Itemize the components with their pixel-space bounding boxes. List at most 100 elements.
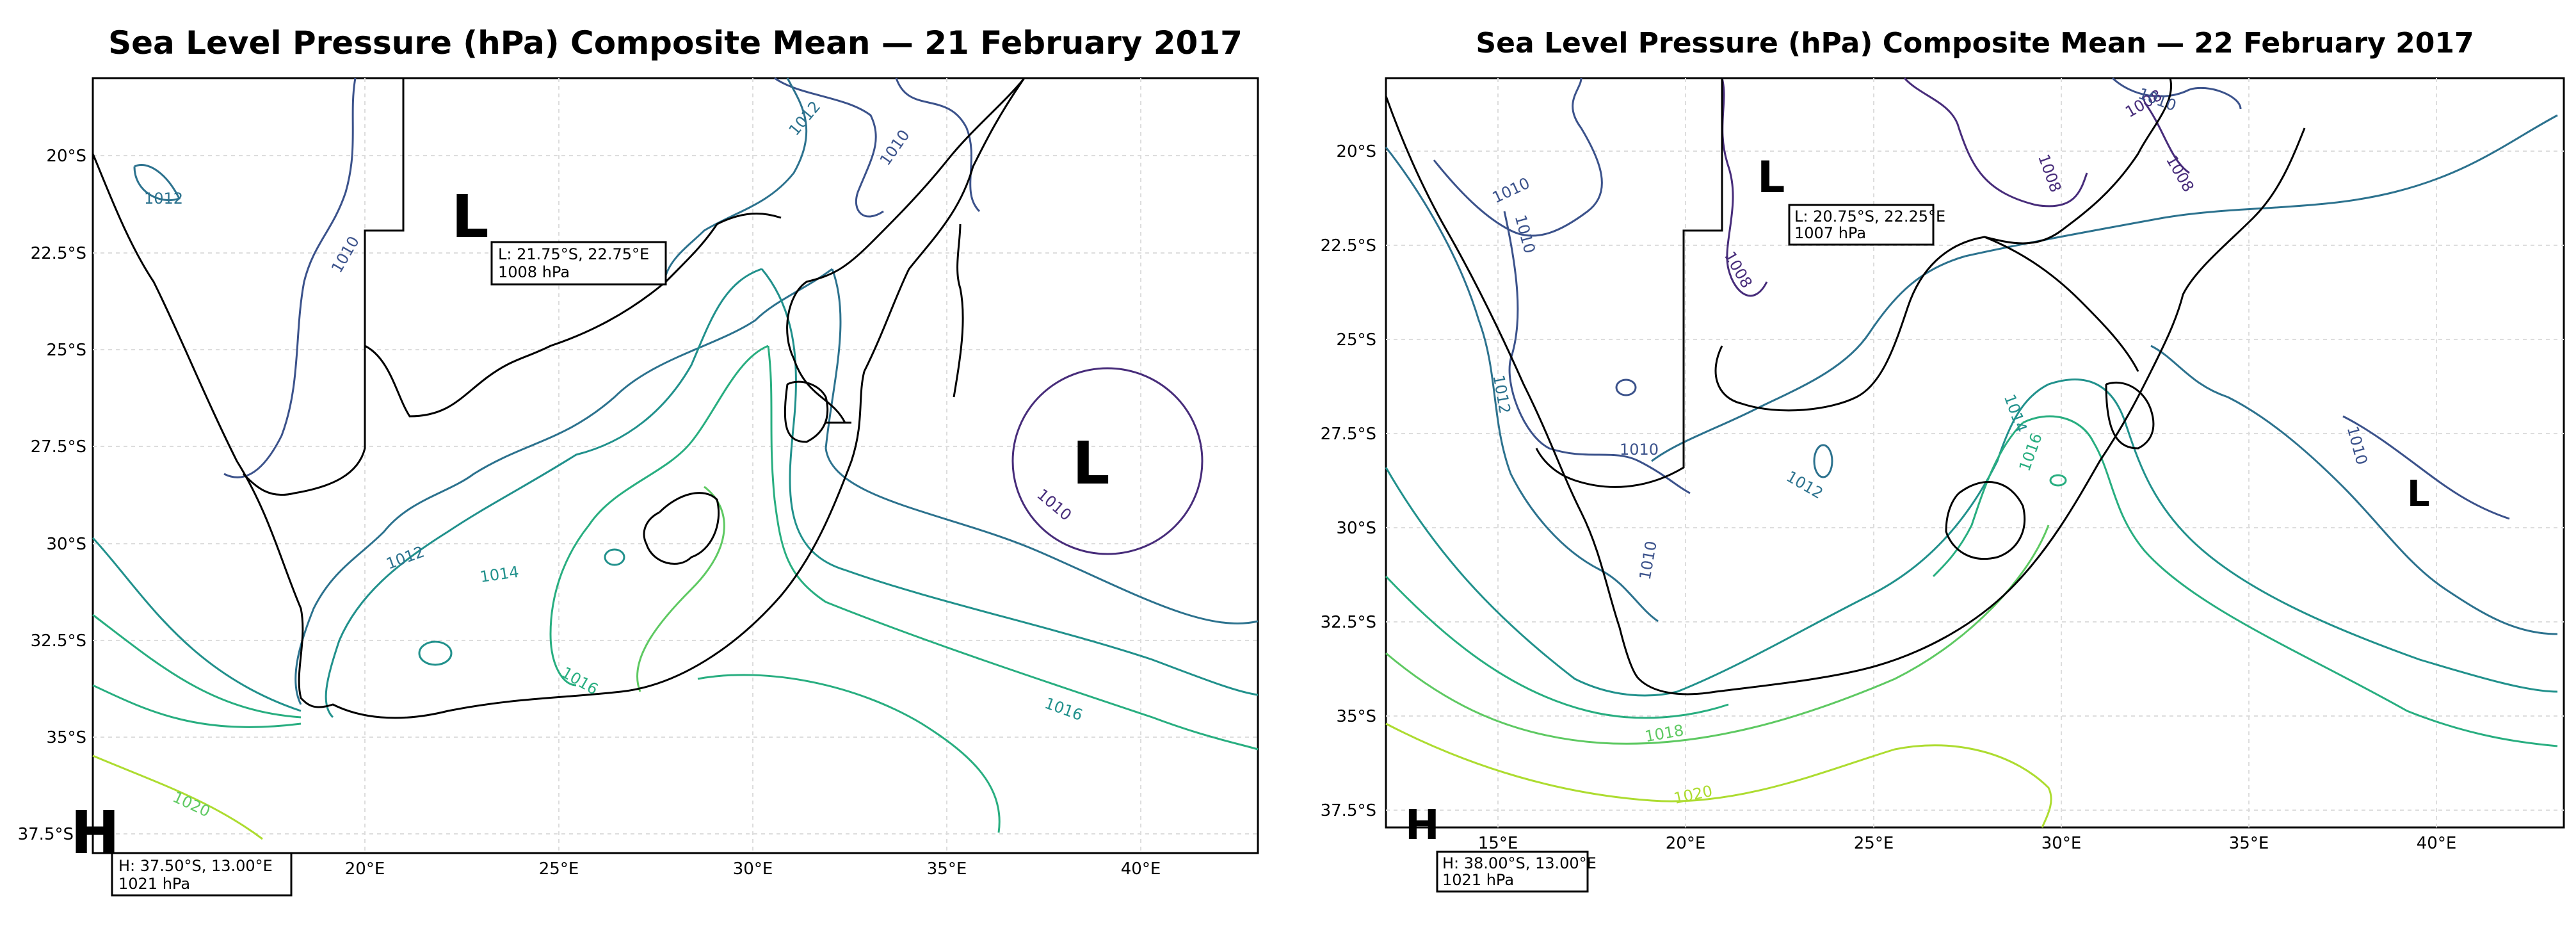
panel1-lon-tick: 25°E [539, 859, 579, 879]
panel1-isobar-1012-a [133, 163, 181, 202]
panel2-low-coords: L: 20.75°S, 22.25°E [1794, 208, 1945, 225]
panel2-isobar-1020 [1385, 722, 2052, 828]
panel2-isobar-1010-c [2111, 77, 2242, 110]
panel1-lon-tick: 40°E [1121, 859, 1161, 879]
panel2-high-pressure: 1021 hPa [1442, 871, 1514, 889]
panel1-isobar-small-a [418, 640, 453, 666]
panel2-isobar-1012-c [1965, 114, 2558, 257]
panel2-lon-tick: 15°E [1478, 834, 1518, 853]
panel2-isobar-1012-d [2150, 345, 2558, 635]
panel2-isobar-1016-a [1385, 575, 1729, 719]
panel2-isobar-1010-d [2342, 415, 2510, 520]
panel2-lat-tick: 30°S [1336, 519, 1376, 538]
panel2-title: Sea Level Pressure (hPa) Composite Mean … [1476, 27, 2474, 60]
panel1-isobar-1014-a [325, 268, 762, 719]
panel1-isobar-1014-c [92, 537, 302, 712]
panel1-isobar-1020 [92, 754, 263, 840]
panel1-lon-tick: 35°E [927, 859, 967, 879]
panel1-isobar-1012-c [294, 268, 833, 705]
panel2-border-zimbabwe [1714, 77, 2172, 412]
panel1-lon-labels: 20°E 25°E 30°E 35°E 40°E [345, 859, 1161, 879]
panel2-isobars [1385, 77, 2558, 828]
panel1-coast-south-africa [92, 153, 865, 719]
panel1-contour-label: 1012 [144, 190, 183, 208]
panel1-lat-tick: 20°S [46, 147, 86, 166]
panel2-lat-tick: 37.5°S [1321, 801, 1376, 820]
panel1-isobar-1016-e [92, 684, 302, 728]
panel2-border-mozambique [1984, 236, 2139, 372]
panel2-isobar-1016-b [1932, 421, 2024, 578]
panel2-frame [1385, 77, 2565, 829]
panel1-title: Sea Level Pressure (hPa) Composite Mean … [108, 24, 1243, 61]
panel1-lon-tick: 20°E [345, 859, 385, 879]
panel2-lat-tick: 20°S [1336, 142, 1376, 161]
panel1-low-infobox: L: 21.75°S, 22.75°E 1008 hPa [490, 241, 667, 286]
panel2-isobar-1018 [1385, 525, 2050, 745]
panel2-lon-tick: 20°E [1666, 834, 1706, 853]
panel2-lon-labels: 15°E 20°E 25°E 30°E 35°E 40°E [1478, 834, 2457, 853]
panel1-high-infobox: H: 37.50°S, 13.00°E 1021 hPa [111, 852, 293, 897]
panel1-isobar-small-b [604, 548, 625, 566]
panel1-isobar-1012-b [664, 77, 808, 276]
panel2-coast-south-africa [1385, 95, 2152, 696]
panel1-high-coords: H: 37.50°S, 13.00°E [118, 857, 273, 875]
panel1-lat-tick: 25°S [46, 341, 86, 360]
panel1-low-pressure: 1008 hPa [498, 263, 570, 281]
panel2-lat-tick: 22.5°S [1321, 236, 1376, 256]
panel2-isobar-small-c [2049, 474, 2067, 487]
panel2-isobar-1012-b [1651, 255, 1966, 462]
panel1-border-namibia [242, 78, 405, 496]
panel2-low-marker: L [1757, 152, 1785, 203]
panel2-low-infobox: L: 20.75°S, 22.25°E 1007 hPa [1788, 204, 1945, 246]
panel2-border-namibia [1535, 78, 1723, 488]
panel1-isobar-1016-b [767, 345, 1259, 751]
panel1-border-botswana [364, 213, 782, 418]
panel2-contour-label: 1010 [1620, 441, 1659, 459]
panel1-isobar-1010-c [895, 77, 981, 213]
panel1-coastline [92, 77, 1026, 719]
panel1-isobar-1012-d [825, 268, 1259, 624]
panel2-isobar-small-b [1813, 444, 1833, 478]
panel1-lat-tick: 22.5°S [31, 244, 86, 263]
panel1-border-lesotho [643, 492, 720, 565]
panel2-isobar-small-a [1615, 379, 1637, 396]
panel2-isobar-1010-a [1433, 77, 1603, 237]
panel2-isobar-1010-b [1503, 211, 1691, 494]
panel2-lat-labels: 20°S 22.5°S 25°S 27.5°S 30°S 32.5°S 35°S… [1321, 142, 1376, 820]
panel1-coast-madagascar [953, 224, 964, 398]
panel2-lon-tick: 25°E [1854, 834, 1894, 853]
panel1-lat-tick: 30°S [46, 535, 86, 554]
panel1-lat-tick: 37.5°S [18, 825, 74, 844]
panel1-lat-tick: 27.5°S [31, 437, 86, 457]
panel1-isobar-1010-low [1011, 367, 1203, 555]
panel1-low-marker: L [451, 183, 489, 251]
panel1-coast-mozambique [786, 77, 1026, 423]
panel1-isobar-1010-a [223, 77, 357, 478]
panel1-isobar-1016-a [549, 345, 769, 687]
panel2-isobar-1016-c [2022, 415, 2558, 747]
panel2-isobar-1012-a [1385, 147, 1659, 623]
panel1-lat-tick: 35°S [46, 728, 86, 747]
panel1-isobar-1016-c [92, 614, 302, 719]
panel1-frame [92, 77, 1259, 854]
panel2-coastline [1385, 77, 2306, 696]
panel2-isobar-1014-b [1677, 383, 2049, 693]
panel2-gridlines [1386, 78, 2564, 827]
panel2-isobar-1008-c [2143, 102, 2190, 174]
panel2-isobar-1014-a [1385, 467, 1678, 697]
panel2-map: 1008 1010 1008 1008 1010 1010 1008 1012 … [1321, 77, 2565, 893]
panel2-lon-tick: 35°E [2229, 834, 2269, 853]
panel2-high-marker: H [1405, 802, 1440, 849]
panel2-isobar-1014-c [2048, 379, 2558, 693]
panel1-lon-tick: 30°E [733, 859, 773, 879]
panel2-lat-tick: 32.5°S [1321, 613, 1376, 632]
panel1-isobar-1018-a [636, 485, 725, 692]
panel1-lat-tick: 32.5°S [31, 631, 86, 651]
panel1-map: 1012 1010 1012 1010 1012 1014 1010 1016 … [18, 77, 1259, 897]
panel1-low-coords: L: 21.75°S, 22.75°E [498, 245, 649, 263]
panel1-isobar-1016-d [697, 674, 1001, 833]
panel2-lat-tick: 35°S [1336, 707, 1376, 726]
panel2-border-lesotho [1945, 481, 2026, 560]
panel2-lon-tick: 30°E [2041, 834, 2082, 853]
